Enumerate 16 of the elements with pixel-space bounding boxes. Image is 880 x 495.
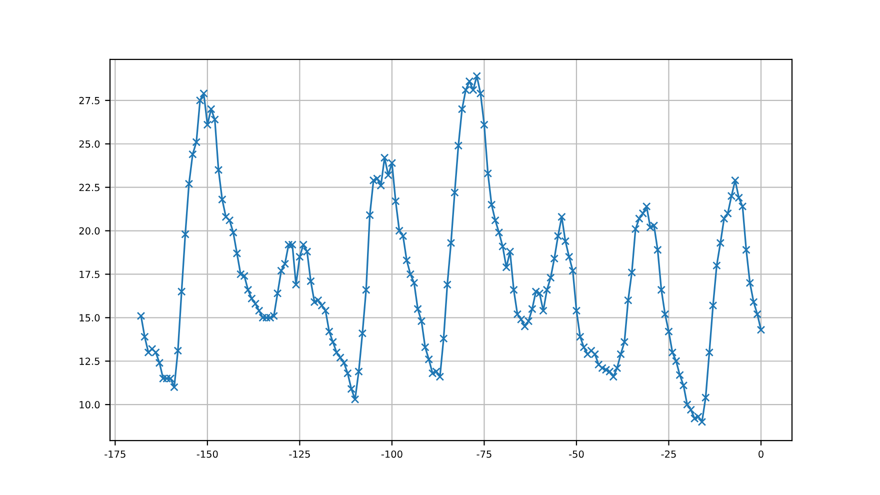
y-tick-label: 12.5 (80, 358, 100, 365)
y-tick-label: 22.5 (79, 184, 100, 192)
x-tick-label: -150 (196, 450, 218, 458)
y-tick-label: 15.0 (80, 314, 100, 322)
y-tick-label: 17.5 (80, 270, 100, 278)
x-tick-label: -125 (289, 450, 310, 458)
y-tick-label: 25.0 (79, 140, 100, 148)
y-tick-label: 10.0 (80, 401, 100, 408)
y-tick-label: 20.0 (79, 227, 100, 235)
x-tick-label: -100 (381, 450, 402, 458)
x-tick-label: -50 (569, 450, 584, 458)
x-tick-label: -25 (661, 450, 676, 458)
y-tick-label: 27.5 (79, 96, 100, 104)
x-tick-label: -175 (104, 450, 126, 458)
x-tick-label: -75 (476, 450, 492, 458)
x-tick-label: 0 (758, 450, 764, 458)
